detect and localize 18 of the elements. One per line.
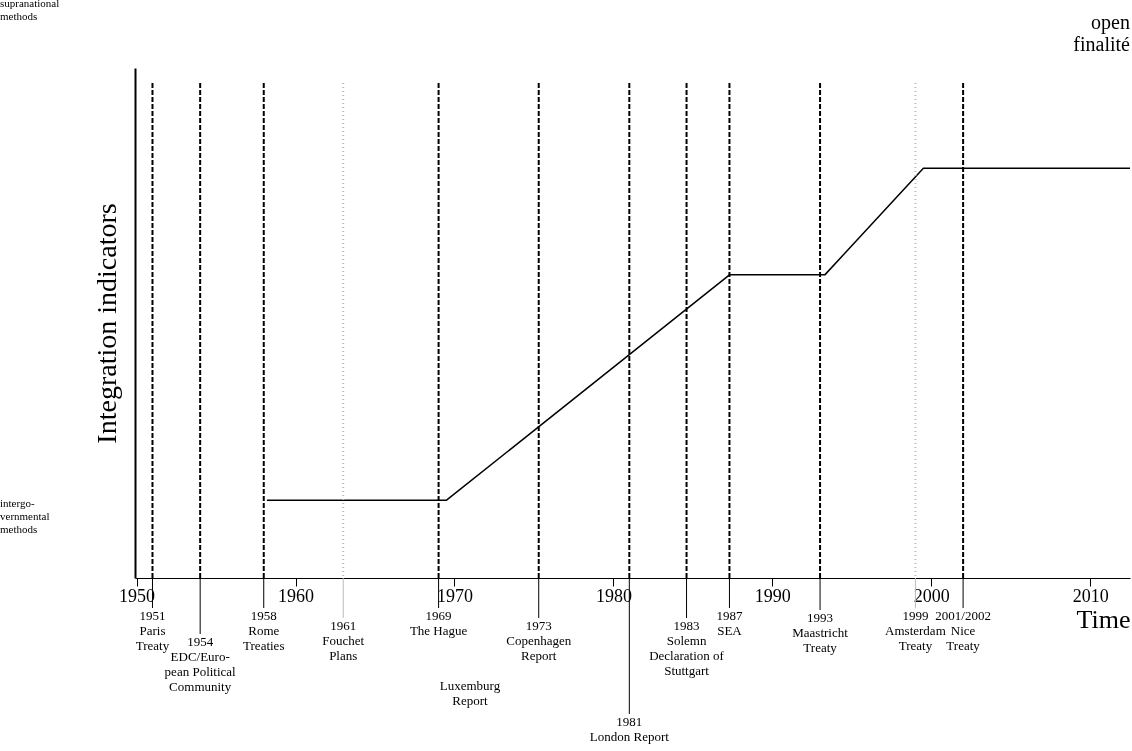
text: open finalité [1073, 11, 1131, 55]
x-tick-label: 2010 [1072, 585, 1109, 606]
text: intergo- vernmental methods [0, 497, 50, 535]
text: Luxemburg Report [439, 678, 501, 708]
ref-line-label: 1951 Paris Treaty [135, 608, 170, 653]
x-tick-label: 1960 [278, 585, 315, 606]
text: supranational methods [0, 0, 60, 22]
y-axis-title: Integration indicators [90, 203, 122, 444]
ref-line-label: 1973 Copenhagen Report [506, 618, 572, 663]
x-tick-label: 2000 [913, 585, 950, 606]
ref-line-label: 1958 Rome Treaties [243, 608, 285, 653]
ref-line-label: 1961 Fouchet Plans [322, 618, 365, 663]
x-tick-label: 1990 [754, 585, 791, 606]
ref-line-label: 1987 SEA [716, 608, 743, 638]
ref-line-label: 1981 London Report [589, 714, 670, 744]
ref-line-label: 1969 The Hague [409, 608, 468, 638]
x-axis-title: Time [1076, 604, 1131, 634]
ref-line-label: 1993 Maastricht Treaty [792, 610, 849, 655]
